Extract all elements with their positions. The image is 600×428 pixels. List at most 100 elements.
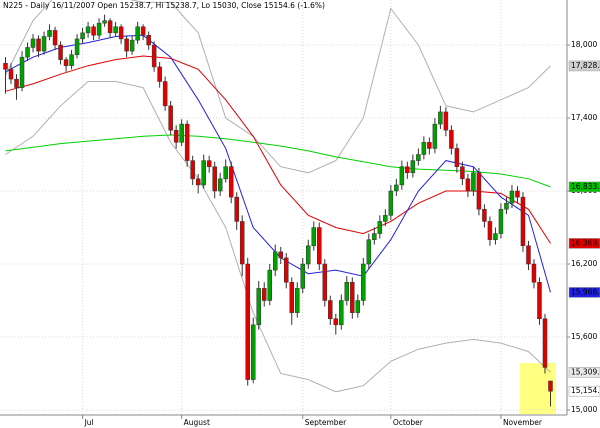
candle-body [410,160,416,174]
candle-body [300,263,306,289]
candle-body [8,69,14,80]
y-tick-label: 15,000 [571,405,597,414]
candle-body [102,20,107,24]
candle-body [256,288,261,326]
candle-body [531,263,537,283]
indicator-line [5,0,551,174]
x-tick-label: September [305,418,347,427]
y-tick-label: 17,400 [571,113,597,122]
candle-body [267,269,272,301]
candle-body [129,39,135,52]
candle-body [168,105,173,131]
candle-body [465,178,471,192]
candle-body [217,178,223,192]
candle-body [443,111,449,131]
candle-body [454,148,460,167]
candle-body [366,239,372,265]
candle-body [63,59,69,66]
candle-body [96,22,102,36]
candle-body [135,26,140,41]
candle-body [487,221,493,240]
candle-body [151,44,157,68]
candle-body [476,172,482,210]
candle-body [239,221,245,265]
candle-body [250,324,256,380]
candle-body [113,26,118,34]
candle-body [47,30,52,37]
x-tick-label: Jul [84,418,94,427]
candle-body [377,221,383,234]
candle-body [124,38,129,52]
indicator-line [5,81,551,393]
candle-body [140,26,146,36]
candle-body [107,20,113,34]
y-tick-label: 16,200 [571,259,597,268]
candle-body [69,54,74,66]
candle-body [14,78,19,88]
candle-body [41,36,47,52]
candle-body [504,202,509,210]
candle-body [361,263,366,301]
candle-body [526,245,531,265]
candle-body [118,26,124,40]
axes: 15,00015,60016,20016,80017,40018,000JulA… [82,40,600,427]
candle-body [234,196,239,222]
candle-body [30,38,36,48]
value-tag-label: 15,154.6 [571,386,600,395]
candle-body [91,26,96,36]
candle-body [52,30,58,46]
candle-body [438,111,443,125]
candle-body [333,318,339,326]
candle-body [449,129,454,149]
value-tag-label: 16,369.5 [571,238,600,247]
value-tag [568,181,600,193]
candle-body [190,160,195,180]
candle-body [80,32,85,40]
candle-body [74,38,80,55]
candle-body [212,166,217,192]
candle-body [3,63,8,70]
x-tick-label: November [503,418,543,427]
candle-body [509,190,515,204]
candle-body [36,38,41,52]
value-tag [568,60,600,72]
candle-body [58,44,63,60]
candle-body [25,47,30,58]
candle-body [344,282,350,301]
value-tag [568,367,600,378]
candle-body [355,300,361,313]
candle-body [339,300,344,326]
candle-body [520,196,526,247]
x-tick-label: August [184,418,210,427]
candle-body [223,166,228,180]
candle-body [306,245,311,265]
candle-body [278,251,283,259]
candle-body [317,227,322,265]
candle-body [261,288,267,301]
candle-body [206,160,212,167]
candle-body [432,123,438,149]
candle-body [388,190,394,216]
candle-body [482,209,487,222]
candle-body [146,35,151,46]
chart-title: N225 - Daily 16/11/2007 Open 15238.7, Hi… [3,1,325,10]
candle-body [399,166,405,186]
candle-body [394,184,399,192]
candle-body [201,160,206,186]
candle-body [537,282,542,320]
candle-body [295,288,300,313]
candle-body [157,66,162,82]
candle-body [162,81,168,107]
candle-body [383,215,388,222]
candle-body [372,233,377,240]
value-tag [568,238,600,249]
value-tag-label: 15,966.5 [571,287,600,296]
candle-body [542,318,548,368]
candle-body [228,166,234,198]
candle-body [245,263,250,380]
candle-body [85,26,91,34]
candle-body [328,300,333,320]
value-tag [568,287,600,298]
value-tag-label: 17,828.1 [571,61,600,70]
